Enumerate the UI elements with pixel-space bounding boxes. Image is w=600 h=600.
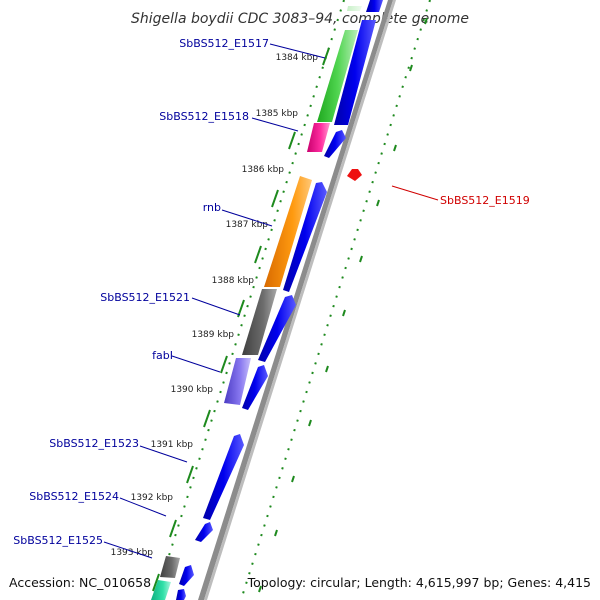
- gene-label-sbbs512-e1524[interactable]: SbBS512_E1524: [29, 490, 119, 503]
- gene-feature-top: [347, 6, 362, 11]
- gene-feature-sbbs512-e1519: [347, 169, 362, 181]
- blue-feature-6: [242, 365, 268, 410]
- tick-label-1389: 1389 kbp: [192, 330, 235, 340]
- topology-label: Topology: circular; Length: 4,615,997 bp…: [247, 575, 591, 590]
- tick-label-1385: 1385 kbp: [256, 109, 299, 119]
- tick-label-1393: 1393 kbp: [111, 548, 154, 558]
- blue-feature-5: [258, 295, 296, 362]
- gene-label-sbbs512-e1517[interactable]: SbBS512_E1517: [179, 37, 269, 50]
- map-title: Shigella boydii CDC 3083–94, complete ge…: [131, 11, 469, 27]
- tick-label-1392: 1392 kbp: [131, 493, 174, 503]
- gene-label-sbbs512-e1523[interactable]: SbBS512_E1523: [49, 437, 139, 450]
- scale-tick-labels: 1384 kbp 1385 kbp 1386 kbp 1387 kbp 1388…: [111, 53, 319, 558]
- blue-feature-8: [195, 522, 213, 542]
- tick-label-1388: 1388 kbp: [212, 276, 255, 286]
- gene-feature-sbbs512-e1517: [317, 30, 358, 122]
- gene-leader-lines: [103, 43, 439, 559]
- gene-label-rnb[interactable]: rnb: [203, 201, 221, 214]
- blue-feature-4: [283, 182, 327, 292]
- gene-labels: SbBS512_E1517 SbBS512_E1518 SbBS512_E151…: [13, 37, 530, 547]
- tick-label-1386: 1386 kbp: [242, 165, 285, 175]
- blue-feature-1: [366, 0, 383, 12]
- tick-label-1390: 1390 kbp: [171, 385, 214, 395]
- gene-label-sbbs512-e1525[interactable]: SbBS512_E1525: [13, 534, 103, 547]
- gene-features: [151, 6, 362, 600]
- blue-feature-2: [334, 20, 376, 125]
- accession-label: Accession: NC_010658: [9, 575, 151, 590]
- blue-feature-3: [324, 130, 346, 158]
- gene-label-sbbs512-e1519[interactable]: SbBS512_E1519: [440, 194, 530, 207]
- gene-feature-sbbs512-e1525: [160, 556, 180, 578]
- gene-feature-sbbs512-e1521: [242, 289, 277, 355]
- tick-label-1384: 1384 kbp: [276, 53, 319, 63]
- tick-label-1391: 1391 kbp: [151, 440, 194, 450]
- tick-label-1387: 1387 kbp: [226, 220, 269, 230]
- scale-ticks: [152, 47, 330, 592]
- blue-feature-9: [179, 565, 194, 586]
- blue-feature-7: [203, 434, 244, 520]
- blue-feature-10: [176, 589, 186, 600]
- gene-feature-teal: [151, 580, 171, 600]
- gene-feature-fabi: [224, 358, 251, 405]
- guide-ticks-right: [258, 17, 428, 593]
- forward-strand-features: [176, 0, 383, 600]
- gene-feature-rnb: [264, 176, 312, 287]
- gene-label-fabi[interactable]: fabI: [152, 349, 173, 362]
- genome-backbone: [198, 0, 396, 600]
- gene-label-sbbs512-e1518[interactable]: SbBS512_E1518: [159, 110, 249, 123]
- gene-label-sbbs512-e1521[interactable]: SbBS512_E1521: [100, 291, 190, 304]
- gene-feature-sbbs512-e1518: [307, 123, 330, 152]
